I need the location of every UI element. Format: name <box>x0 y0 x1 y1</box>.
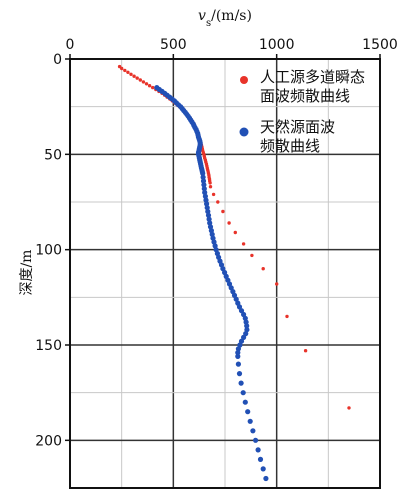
x-tick-label: 500 <box>160 37 187 53</box>
x-tick-label: 1500 <box>362 37 398 53</box>
y-tick-label: 150 <box>35 338 62 354</box>
y-tick-label: 200 <box>35 433 62 449</box>
data-point-manual-source <box>123 68 127 73</box>
data-point-manual-source <box>208 181 212 185</box>
data-point-manual-source <box>216 200 220 204</box>
data-point-natural-source <box>240 390 246 396</box>
data-point-manual-source <box>135 76 139 80</box>
x-axis-title-var: v <box>198 8 206 24</box>
data-point-natural-source <box>200 170 206 176</box>
data-point-manual-source <box>129 72 133 77</box>
data-point-natural-source <box>238 380 244 386</box>
legend-label-natural-source-line2: 频散曲线 <box>260 137 320 155</box>
data-point-natural-source <box>235 361 241 367</box>
data-point-manual-source <box>144 82 149 86</box>
plot-frame <box>69 58 381 489</box>
data-point-natural-source <box>211 239 217 245</box>
data-point-manual-source <box>138 78 142 82</box>
data-point-natural-source <box>253 437 259 443</box>
y-tick-label: 50 <box>44 147 62 163</box>
data-point-natural-source <box>244 323 250 329</box>
data-point-manual-source <box>211 192 216 197</box>
legend-marker-natural-source <box>239 127 249 137</box>
data-point-manual-source <box>250 253 254 258</box>
data-point-manual-source <box>233 230 237 235</box>
data-point-manual-source <box>208 185 213 189</box>
x-axis-title-unit: /(m/s) <box>211 8 252 24</box>
data-point-natural-source <box>235 353 241 359</box>
tick-labels: 0 500 1000 1500 0 50 100 150 200 <box>35 37 398 449</box>
data-point-natural-source <box>235 350 241 356</box>
data-point-natural-source <box>200 174 206 180</box>
y-tick-label: 0 <box>53 52 62 68</box>
data-point-natural-source <box>257 456 264 462</box>
data-point-natural-source <box>244 327 250 333</box>
data-point-natural-source <box>222 269 228 276</box>
data-point-manual-source <box>347 406 351 410</box>
data-point-natural-source <box>201 186 207 192</box>
data-point-manual-source <box>141 80 146 84</box>
y-axis-title: 深度/m <box>19 250 35 296</box>
data-point-natural-source <box>247 418 253 424</box>
data-point-natural-source <box>250 428 256 434</box>
data-point-manual-source <box>261 267 265 271</box>
x-tick-label: 0 <box>66 37 75 53</box>
data-points <box>117 64 351 482</box>
data-point-manual-source <box>275 282 279 286</box>
y-tick-label: 100 <box>35 243 62 259</box>
data-point-natural-source <box>242 399 248 405</box>
x-tick-label: 1000 <box>259 37 295 53</box>
data-point-manual-source <box>221 209 225 214</box>
legend: 人工源多道瞬态 面波频散曲线 天然源面波 频散曲线 <box>239 68 365 155</box>
data-point-manual-source <box>120 66 124 71</box>
data-point-natural-source <box>260 466 266 472</box>
legend-label-manual-source-line2: 面波频散曲线 <box>260 87 350 105</box>
legend-marker-manual-source <box>240 76 248 84</box>
data-point-natural-source <box>263 475 269 482</box>
data-point-natural-source <box>245 409 251 415</box>
data-point-manual-source <box>241 242 246 246</box>
data-point-natural-source <box>233 296 239 302</box>
data-point-manual-source <box>303 349 308 353</box>
data-point-natural-source <box>200 178 207 184</box>
legend-label-natural-source-line1: 天然源面波 <box>260 118 335 136</box>
data-point-natural-source <box>255 447 261 453</box>
data-point-natural-source <box>236 371 243 377</box>
x-axis-title-sub: s <box>206 18 211 29</box>
data-point-natural-source <box>241 334 247 340</box>
x-axis-title: vs/(m/s) <box>198 8 252 29</box>
data-point-manual-source <box>151 85 155 90</box>
data-point-natural-source <box>205 212 212 218</box>
data-point-manual-source <box>132 74 136 78</box>
data-point-manual-source <box>285 314 289 319</box>
data-point-natural-source <box>243 331 249 337</box>
data-point-manual-source <box>126 70 130 75</box>
data-point-manual-source <box>147 84 152 88</box>
data-point-natural-source <box>201 182 207 188</box>
data-point-manual-source <box>227 221 231 225</box>
data-point-natural-source <box>238 308 245 314</box>
legend-label-manual-source-line1: 人工源多道瞬态 <box>260 68 365 86</box>
